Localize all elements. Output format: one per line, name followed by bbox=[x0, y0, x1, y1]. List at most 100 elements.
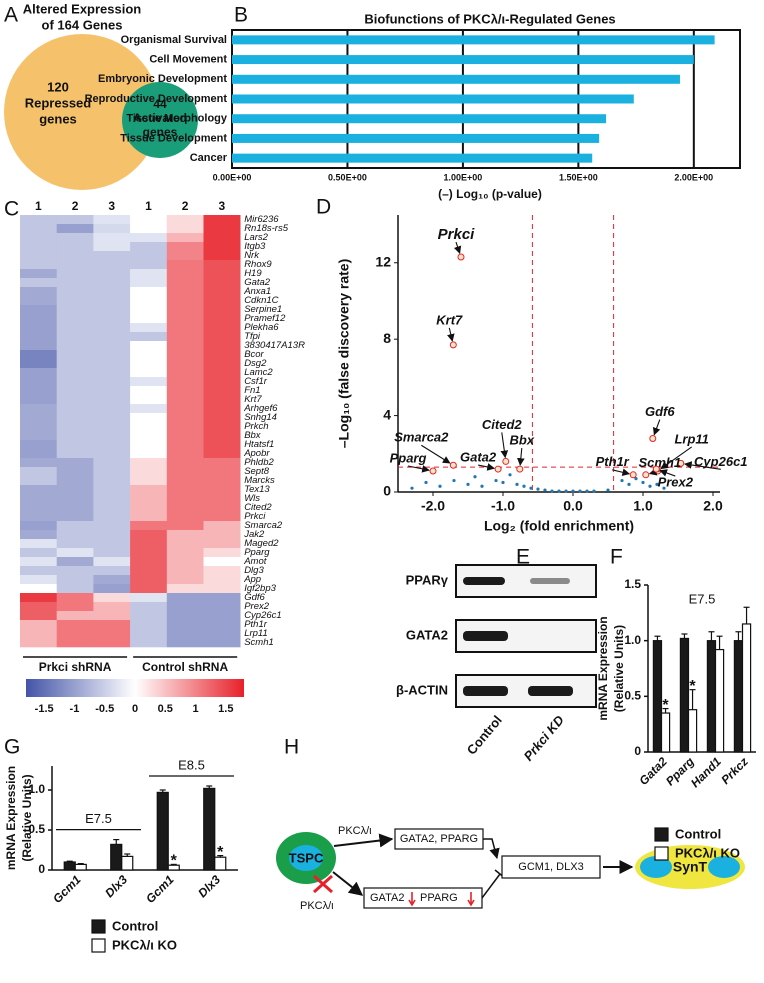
point-label: Pparg bbox=[390, 450, 427, 465]
row-label: App bbox=[243, 574, 261, 585]
point bbox=[578, 489, 582, 493]
heatmap-cell bbox=[166, 233, 204, 243]
nucleus bbox=[640, 856, 672, 878]
heatmap-cell bbox=[130, 269, 168, 279]
heatmap-cell bbox=[20, 224, 57, 234]
heatmap-cell bbox=[20, 233, 57, 243]
blot-row-label: β-ACTIN bbox=[396, 682, 448, 697]
heatmap-cell bbox=[130, 224, 168, 234]
labeled-point bbox=[649, 435, 657, 443]
panel-label: B bbox=[234, 4, 248, 27]
heatmap-cell bbox=[203, 368, 241, 378]
down-arrow bbox=[467, 892, 475, 907]
heatmap-cell bbox=[56, 548, 94, 558]
row-label: Krt7 bbox=[244, 394, 262, 405]
heatmap-cell bbox=[130, 458, 168, 468]
heatmap-cell bbox=[20, 539, 57, 549]
heatmap-cell bbox=[203, 566, 241, 576]
y-tick-label: 1.0 bbox=[28, 782, 45, 796]
y-tick-label: 0.5 bbox=[28, 822, 45, 836]
heatmap-cell bbox=[166, 395, 204, 405]
x-tick-label: 0.0 bbox=[563, 498, 583, 514]
y-axis-label: mRNA Expression bbox=[4, 766, 18, 870]
heatmap-cell bbox=[130, 422, 168, 432]
heatmap-cell bbox=[93, 458, 131, 468]
heatmap-cell bbox=[130, 512, 168, 522]
y-tick-label: 12 bbox=[375, 253, 391, 269]
heatmap-cell bbox=[20, 404, 57, 414]
heatmap-cell bbox=[203, 215, 241, 225]
row-label: Lrp11 bbox=[244, 628, 268, 639]
heatmap-cell bbox=[166, 467, 204, 477]
heatmap-cell bbox=[166, 575, 204, 585]
x-tick-label: Hand1 bbox=[688, 754, 724, 790]
heatmap-cell bbox=[93, 467, 131, 477]
heatmap-cell bbox=[130, 305, 168, 315]
x-tick-label: 1.0 bbox=[633, 498, 653, 514]
heatmap-cell bbox=[20, 431, 57, 441]
y-tick-label: Organismal Survival bbox=[121, 34, 227, 46]
row-label: Amot bbox=[243, 556, 267, 567]
heatmap-cell bbox=[130, 566, 168, 576]
heatmap-cell bbox=[203, 458, 241, 468]
y-tick-label: Reproductive Development bbox=[85, 93, 228, 105]
colorbar-tick-label: 0 bbox=[132, 703, 138, 715]
heatmap-cell bbox=[93, 404, 131, 414]
heatmap-cell bbox=[203, 539, 241, 549]
labeled-point bbox=[629, 471, 637, 479]
heatmap-cell bbox=[166, 215, 204, 225]
row-label: Wls bbox=[244, 493, 260, 504]
point bbox=[473, 475, 477, 479]
x-tick-label: 2.0 bbox=[703, 498, 723, 514]
heatmap-cell bbox=[130, 296, 168, 306]
heatmap-cell bbox=[56, 359, 94, 369]
heatmap-cell bbox=[20, 638, 57, 648]
heatmap-cell bbox=[93, 620, 131, 630]
heatmap-cell bbox=[166, 494, 204, 504]
point-label: Pth1r bbox=[596, 454, 630, 469]
point bbox=[522, 484, 526, 488]
point bbox=[550, 489, 554, 493]
bar bbox=[232, 94, 634, 104]
heatmap-cell bbox=[203, 629, 241, 639]
y-tick-label: Tissue Development bbox=[120, 132, 227, 144]
heatmap-cell bbox=[166, 404, 204, 414]
heatmap-cell bbox=[93, 251, 131, 261]
heatmap-cell bbox=[20, 494, 57, 504]
heatmap-cell bbox=[20, 341, 57, 351]
heatmap-cell bbox=[56, 629, 94, 639]
heatmap-cell bbox=[56, 314, 94, 324]
heatmap-cell bbox=[20, 215, 57, 225]
heatmap-cell bbox=[130, 467, 168, 477]
node-label: GATA2 bbox=[370, 892, 404, 904]
heatmap-cell bbox=[203, 269, 241, 279]
row-label: Rn18s-rs5 bbox=[244, 223, 289, 234]
heatmap-cell bbox=[56, 566, 94, 576]
heatmap-cell bbox=[166, 422, 204, 432]
point bbox=[424, 480, 428, 485]
group-label: Prkci shRNA bbox=[39, 660, 112, 674]
labeled-point bbox=[494, 465, 502, 473]
heatmap-cell bbox=[203, 314, 241, 324]
heatmap-cell bbox=[166, 296, 204, 306]
x-tick-label: Dlx3 bbox=[195, 872, 223, 900]
heatmap-cell bbox=[56, 341, 94, 351]
heatmap-cell bbox=[93, 557, 131, 567]
point bbox=[620, 478, 624, 483]
heatmap-cell bbox=[93, 449, 131, 459]
y-tick-label: 8 bbox=[383, 330, 391, 346]
heatmap-cell bbox=[203, 359, 241, 369]
heatmap-cell bbox=[166, 620, 204, 630]
heatmap-cell bbox=[20, 620, 57, 630]
row-label: Jak2 bbox=[243, 529, 265, 540]
heatmap-cell bbox=[93, 296, 131, 306]
heatmap-cell bbox=[166, 431, 204, 441]
band bbox=[528, 686, 573, 696]
label-arrow bbox=[652, 419, 661, 436]
heatmap-cell bbox=[93, 269, 131, 279]
colorbar bbox=[26, 679, 244, 697]
heatmap-cell bbox=[56, 539, 94, 549]
annotation: E7.5 bbox=[689, 591, 716, 606]
y-tick-label: 4 bbox=[383, 406, 391, 422]
x-tick-label: 0.50E+00 bbox=[328, 172, 367, 182]
